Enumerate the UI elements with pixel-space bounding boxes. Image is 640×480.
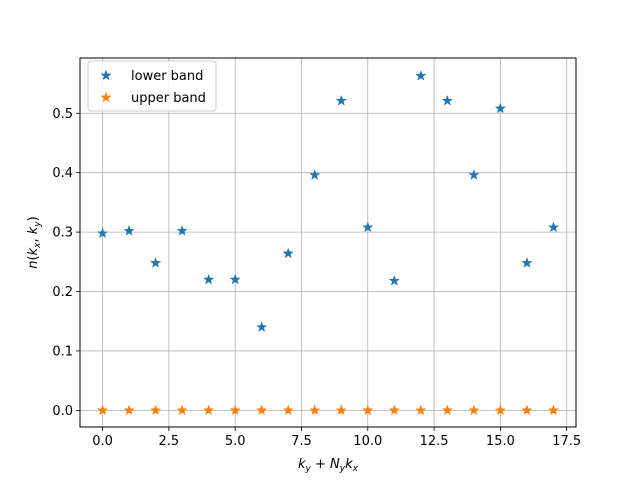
data-point-upper-band <box>548 405 559 415</box>
data-point-lower-band <box>124 225 135 236</box>
data-point-lower-band <box>150 257 161 268</box>
x-tick-label: 15.0 <box>486 434 515 449</box>
data-point-lower-band <box>468 169 479 180</box>
x-tick-label: 10.0 <box>353 434 382 449</box>
legend-star-lower-band <box>100 70 112 80</box>
grid-lines <box>80 58 576 427</box>
data-point-upper-band <box>521 405 532 415</box>
data-point-lower-band <box>548 222 559 232</box>
data-point-lower-band <box>389 275 400 286</box>
x-tick-label: 0.0 <box>92 434 113 449</box>
data-point-upper-band <box>97 405 108 415</box>
x-tick-label: 5.0 <box>225 434 246 449</box>
data-point-lower-band <box>309 169 320 180</box>
x-tick-label: 2.5 <box>159 434 180 449</box>
legend: lower band upper band <box>87 60 217 112</box>
y-tick-label: 0.1 <box>52 344 73 359</box>
data-point-upper-band <box>442 405 453 415</box>
data-point-upper-band <box>177 405 188 415</box>
legend-marker-lower-band <box>100 70 112 80</box>
data-point-upper-band <box>256 405 267 415</box>
data-point-lower-band <box>336 95 347 106</box>
data-point-upper-band <box>124 405 135 415</box>
data-point-upper-band <box>230 405 241 415</box>
legend-marker-upper-band <box>100 92 112 102</box>
data-point-upper-band <box>362 405 373 415</box>
data-point-upper-band <box>468 405 479 415</box>
data-point-upper-band <box>415 405 426 415</box>
data-point-lower-band <box>97 227 108 238</box>
legend-label-upper-band: upper band <box>131 91 206 106</box>
x-tick-label: 12.5 <box>420 434 449 449</box>
y-tick-label: 0.2 <box>52 285 73 300</box>
data-point-lower-band <box>203 274 214 284</box>
data-point-lower-band <box>256 321 267 332</box>
data-point-upper-band <box>203 405 214 415</box>
data-point-upper-band <box>389 405 400 415</box>
legend-box <box>87 60 217 112</box>
data-point-lower-band <box>495 103 506 113</box>
y-tick-label: 0.0 <box>52 404 73 419</box>
data-point-lower-band <box>177 225 188 236</box>
data-point-lower-band <box>283 248 294 258</box>
data-point-lower-band <box>521 257 532 268</box>
legend-label-lower-band: lower band <box>131 69 203 84</box>
y-tick-label: 0.3 <box>52 226 73 241</box>
data-point-upper-band <box>309 405 320 415</box>
data-point-lower-band <box>442 95 453 106</box>
legend-star-upper-band <box>100 92 112 102</box>
data-point-lower-band <box>230 274 241 284</box>
data-point-upper-band <box>283 405 294 415</box>
x-axis-label: ky + Nykx <box>298 457 359 474</box>
plot-area-frame <box>79 57 577 428</box>
data-point-lower-band <box>415 70 426 81</box>
data-point-upper-band <box>336 405 347 415</box>
axis-ticks: 0.0 2.5 5.0 7.5 10.0 12.5 15.0 17.5 0.0 0.1 0.2 0.3… <box>52 107 581 449</box>
y-axis-label: n(kx, ky) <box>26 216 43 268</box>
y-tick-label: 0.5 <box>52 107 73 122</box>
y-tick-label: 0.4 <box>52 166 73 181</box>
data-point-upper-band <box>495 405 506 415</box>
data-point-lower-band <box>362 222 373 232</box>
x-tick-label: 17.5 <box>552 434 581 449</box>
x-tick-label: 7.5 <box>291 434 312 449</box>
data-points <box>97 70 559 415</box>
data-point-upper-band <box>150 405 161 415</box>
